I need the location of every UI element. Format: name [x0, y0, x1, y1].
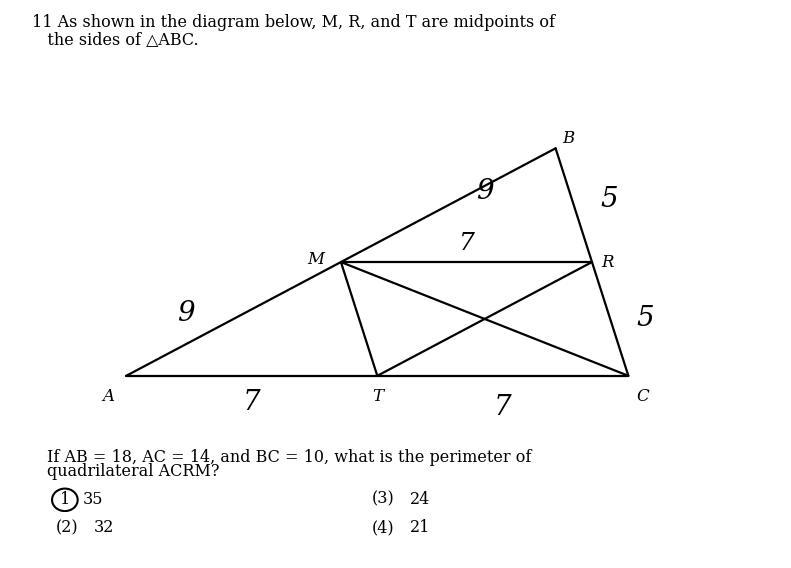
Text: 9: 9 [177, 300, 195, 327]
Text: T: T [372, 389, 383, 406]
Text: 11 As shown in the diagram below, M, R, and T are midpoints of: 11 As shown in the diagram below, M, R, … [32, 14, 554, 31]
Text: 24: 24 [410, 491, 430, 508]
Text: 1: 1 [60, 491, 70, 508]
Text: (2): (2) [55, 519, 78, 536]
Text: 7: 7 [494, 394, 512, 421]
Text: quadrilateral ACRM?: quadrilateral ACRM? [47, 463, 220, 480]
Text: R: R [602, 253, 615, 270]
Text: 7: 7 [459, 232, 475, 255]
Text: 9: 9 [476, 178, 494, 206]
Text: 5: 5 [600, 186, 618, 214]
Text: (4): (4) [372, 519, 395, 536]
Text: the sides of △ABC.: the sides of △ABC. [32, 31, 199, 48]
Text: 21: 21 [410, 519, 430, 536]
Text: M: M [307, 251, 324, 268]
Text: (3): (3) [372, 491, 395, 508]
Text: 7: 7 [243, 389, 260, 416]
Text: C: C [637, 389, 649, 406]
Text: B: B [562, 130, 575, 147]
Text: If AB = 18, AC = 14, and BC = 10, what is the perimeter of: If AB = 18, AC = 14, and BC = 10, what i… [47, 449, 532, 466]
Text: 35: 35 [83, 491, 104, 508]
Text: 5: 5 [636, 306, 654, 332]
Text: A: A [102, 389, 114, 406]
Text: 32: 32 [93, 519, 114, 536]
